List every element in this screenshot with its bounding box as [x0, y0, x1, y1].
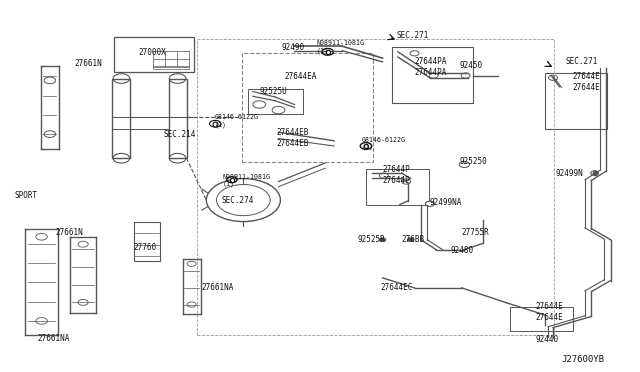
- Bar: [510, 307, 573, 331]
- Bar: [197, 39, 554, 335]
- Text: 27661NA: 27661NA: [38, 334, 70, 343]
- Circle shape: [426, 201, 435, 206]
- Text: 27661N: 27661N: [55, 228, 83, 237]
- Bar: [115, 37, 194, 72]
- Bar: [248, 89, 303, 114]
- Text: 92480: 92480: [451, 246, 474, 255]
- Text: 27661N: 27661N: [74, 59, 102, 68]
- Bar: [392, 47, 473, 103]
- Text: 27644E: 27644E: [572, 72, 600, 81]
- Text: SEC.271: SEC.271: [566, 57, 598, 66]
- Text: 92525U: 92525U: [259, 87, 287, 96]
- Text: 27644EC: 27644EC: [381, 283, 413, 292]
- Text: 27644EB: 27644EB: [276, 139, 309, 148]
- Text: SEC.271: SEC.271: [397, 31, 429, 41]
- Text: 92525R: 92525R: [357, 235, 385, 244]
- Text: N08911-1081G
(1): N08911-1081G (1): [223, 174, 271, 187]
- Bar: [242, 52, 373, 162]
- Bar: [113, 78, 131, 158]
- Text: 27644E: 27644E: [536, 302, 564, 311]
- Text: 27755R: 27755R: [462, 228, 490, 237]
- Text: 27644P: 27644P: [383, 165, 410, 174]
- Bar: [134, 222, 161, 261]
- Text: 27644E: 27644E: [536, 313, 564, 322]
- Text: 27644E: 27644E: [572, 83, 600, 92]
- Text: SEC.214: SEC.214: [164, 129, 196, 139]
- Text: 08146-6122G
(1): 08146-6122G (1): [214, 115, 259, 128]
- Circle shape: [380, 238, 386, 241]
- Text: N08911-1081G
(1): N08911-1081G (1): [317, 40, 365, 54]
- Text: 92499NA: 92499NA: [430, 198, 462, 207]
- Text: 92490: 92490: [282, 42, 305, 51]
- Text: 92499N: 92499N: [555, 169, 583, 177]
- Text: 27644PA: 27644PA: [415, 68, 447, 77]
- Text: 27000X: 27000X: [138, 48, 166, 57]
- Text: 27644EA: 27644EA: [285, 72, 317, 81]
- Text: 27760: 27760: [134, 243, 157, 251]
- Bar: [366, 169, 429, 205]
- Circle shape: [408, 238, 414, 241]
- Text: 08146-6122G
(1): 08146-6122G (1): [362, 137, 406, 150]
- Text: 27644PA: 27644PA: [415, 57, 447, 66]
- Text: SEC.274: SEC.274: [221, 196, 253, 205]
- Circle shape: [460, 161, 469, 167]
- Bar: [169, 78, 186, 158]
- Text: 27661NA: 27661NA: [202, 283, 234, 292]
- Bar: [545, 73, 607, 129]
- Text: 27644EB: 27644EB: [276, 128, 309, 137]
- Text: 925250: 925250: [460, 157, 487, 166]
- Text: 276BB: 276BB: [402, 235, 425, 244]
- Bar: [153, 67, 189, 69]
- Text: J27600YB: J27600YB: [561, 355, 604, 364]
- Text: 92450: 92450: [460, 61, 483, 70]
- Text: 27644P: 27644P: [383, 176, 410, 185]
- Text: SPORT: SPORT: [15, 191, 38, 200]
- Text: 92440: 92440: [536, 335, 559, 344]
